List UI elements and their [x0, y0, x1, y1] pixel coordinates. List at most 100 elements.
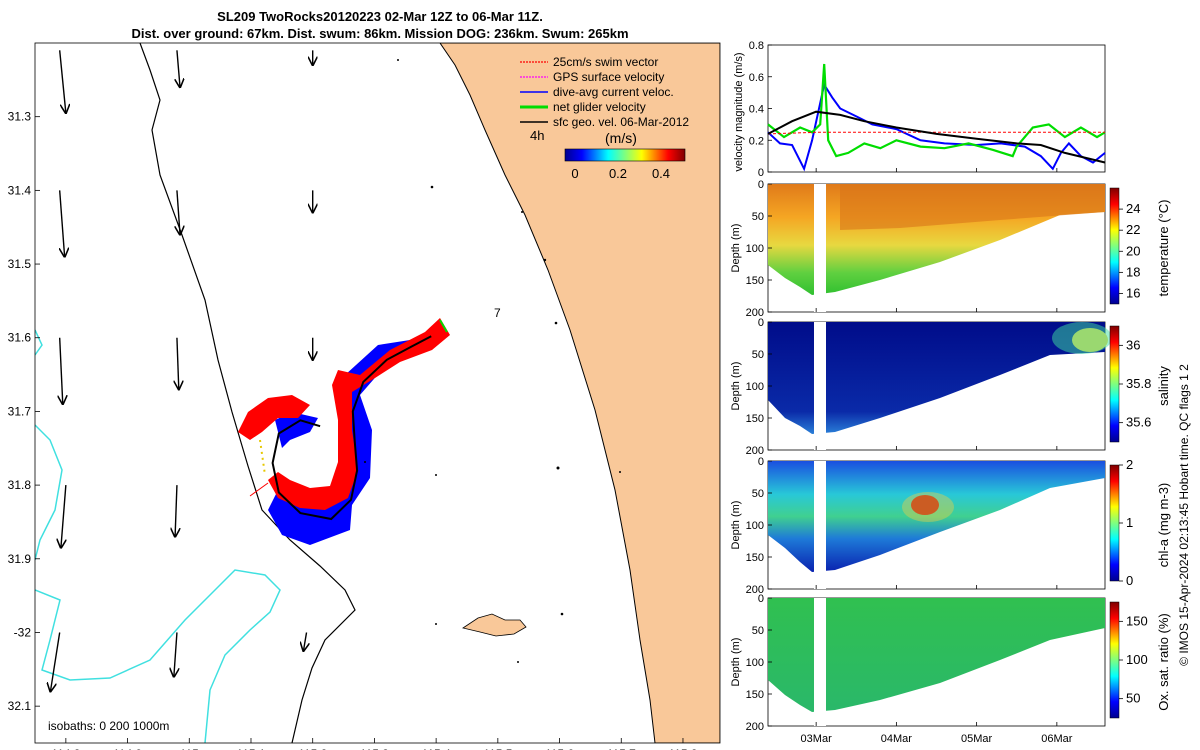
depth-tick-label: 150 — [746, 689, 764, 701]
legend-item-swim: 25cm/s swim vector — [553, 55, 658, 69]
net-velocity-mark — [439, 319, 448, 333]
velocity-line-sfc-geo-vel- — [767, 110, 1106, 164]
depth-axis-label: Depth (m) — [730, 638, 742, 687]
map-y-tick-label: -32 — [14, 625, 32, 639]
salinity-section — [768, 322, 1105, 434]
map-x-tick-label: 115.7 — [607, 747, 636, 750]
velocity-y-tick-label: 0.8 — [749, 40, 764, 52]
depth-axis-label: Depth (m) — [730, 362, 742, 411]
colorbar-tick-label: 20 — [1126, 243, 1140, 258]
colorbar-tick-label: 22 — [1126, 222, 1140, 237]
colorbar-label: Ox. sat. ratio (%) — [1156, 613, 1171, 711]
map-y-axis: 31.3 31.4 31.5 31.6 31.7 31.8 31.9 -32 32.1 — [8, 110, 40, 713]
gps-surface-dots — [259, 439, 266, 476]
map-panel: 114.8 114.9 115 115.1 115.2 115.3 115.4 115.5 11… — [8, 42, 721, 750]
depth-tick-label: 100 — [746, 520, 764, 532]
depth-axis-label: Depth (m) — [730, 224, 742, 273]
map-x-tick-label: 114.9 — [113, 747, 142, 750]
map-x-tick-label: 115.1 — [236, 747, 265, 750]
depth-tick-label: 150 — [746, 413, 764, 425]
velocity-y-tick-label: 0.6 — [749, 72, 764, 84]
colorbar-tick-label: 24 — [1126, 201, 1140, 216]
colorbar-temperature — [1109, 187, 1120, 305]
colorbar-label: chl-a (mg m-3) — [1156, 483, 1171, 568]
legend-item-sfc: sfc geo. vel. 06-Mar-2012 — [553, 115, 689, 129]
map-y-tick-label: 31.8 — [8, 478, 32, 492]
depth-tick-label: 200 — [746, 445, 764, 457]
colorbar-tick-label: 35.8 — [1126, 376, 1151, 391]
surface-vector-arrow — [174, 632, 177, 676]
colorbar-salinity — [1109, 325, 1120, 443]
map-x-axis: 114.8 114.9 115 115.1 115.2 115.3 115.4 115.5 11… — [51, 738, 698, 750]
glider-swath — [238, 318, 450, 545]
colorbar-tick-label: 100 — [1126, 652, 1148, 667]
land-mass — [439, 43, 720, 743]
surface-vector-arrow — [61, 485, 67, 548]
surface-vector-arrow — [58, 190, 65, 256]
map-x-tick-label: 114.8 — [51, 747, 80, 750]
colorbar-tick-label: 16 — [1126, 285, 1140, 300]
isobath-1000m — [35, 329, 281, 743]
chart-title-line1: SL209 TwoRocks20120223 02-Mar 12Z to 06-… — [217, 9, 543, 24]
depth-tick-label: 200 — [746, 307, 764, 319]
date-axis: 03Mar 04Mar 05Mar 06Mar — [801, 168, 1073, 745]
map-x-tick-label: 115.8 — [668, 747, 697, 750]
map-x-tick-label: 115 — [180, 747, 199, 750]
map-y-tick-label: 31.4 — [8, 183, 32, 197]
colorbar-tick-label: 36 — [1126, 337, 1140, 352]
map-x-tick-label: 115.4 — [422, 747, 451, 750]
surface-vector-arrow — [177, 50, 180, 87]
latest-swim-arrow — [249, 482, 269, 497]
map-y-tick-label: 31.7 — [8, 404, 32, 418]
chlorophyll-maximum — [911, 495, 939, 515]
velocity-line-swim — [767, 131, 1105, 135]
depth-tick-label: 50 — [752, 349, 764, 361]
depth-tick-label: 0 — [758, 317, 764, 329]
date-tick-label: 06Mar — [1041, 733, 1073, 745]
surface-vector-arrow — [177, 190, 180, 234]
depth-tick-label: 50 — [752, 488, 764, 500]
velocity-panel: 0 0.2 0.4 0.6 0.8 velocity magnitude (m/s) — [733, 40, 1106, 179]
surface-vector-arrow — [177, 337, 179, 390]
oxygen-section — [768, 598, 1105, 712]
map-frame — [34, 42, 721, 744]
date-tick-label: 04Mar — [881, 733, 913, 745]
map-y-tick-label: 31.5 — [8, 257, 32, 271]
colorbar-tick-label: 1 — [1126, 515, 1133, 530]
depth-tick-label: 150 — [746, 275, 764, 287]
colorbar-units: (m/s) — [605, 130, 637, 146]
colorbar-tick-2: 0.4 — [652, 166, 670, 181]
map-x-tick-label: 115.6 — [545, 747, 574, 750]
time-step-label: 4h — [530, 128, 544, 143]
velocity-series — [767, 63, 1106, 172]
colorbar-tick-1: 0.2 — [609, 166, 627, 181]
temperature-warm-surface — [840, 184, 1105, 230]
chlorophyll-section — [768, 461, 1105, 572]
date-tick-label: 03Mar — [801, 733, 833, 745]
map-x-tick-label: 115.5 — [483, 747, 512, 750]
velocity-line-dive-avg-current — [767, 82, 1106, 172]
velocity-y-tick-label: 0.4 — [749, 104, 764, 116]
speed-colorbar — [564, 148, 686, 162]
colorbar-tick-label: 35.6 — [1126, 415, 1151, 430]
rottnest-island — [462, 613, 527, 637]
section-axes: 0 50 100 150 200 Depth (m) 0 50 100 150 200 Depth (… — [730, 179, 772, 733]
depth-axis-label: Depth (m) — [730, 501, 742, 550]
velocity-y-tick-label: 0 — [758, 167, 764, 179]
glider-track-line — [271, 335, 432, 521]
isobath-note: isobaths: 0 200 1000m — [48, 719, 169, 733]
surface-vector-arrow — [58, 50, 66, 113]
depth-tick-label: 200 — [746, 584, 764, 596]
colorbar-oxygen — [1109, 601, 1120, 719]
legend-item-dive: dive-avg current veloc. — [553, 85, 674, 99]
imos-side-note: © IMOS 15-Apr-2024 02:13:45 Hobart time.… — [1177, 364, 1191, 666]
map-legend: 25cm/s swim vector GPS surface velocity … — [520, 55, 689, 129]
map-y-tick-label: 31.9 — [8, 552, 32, 566]
velocity-y-tick-label: 0.2 — [749, 135, 764, 147]
colorbar-label: salinity — [1156, 366, 1171, 406]
depth-tick-label: 50 — [752, 211, 764, 223]
map-x-tick-label: 115.3 — [360, 747, 389, 750]
surface-vector-field — [50, 50, 312, 691]
depth-tick-label: 0 — [758, 456, 764, 468]
